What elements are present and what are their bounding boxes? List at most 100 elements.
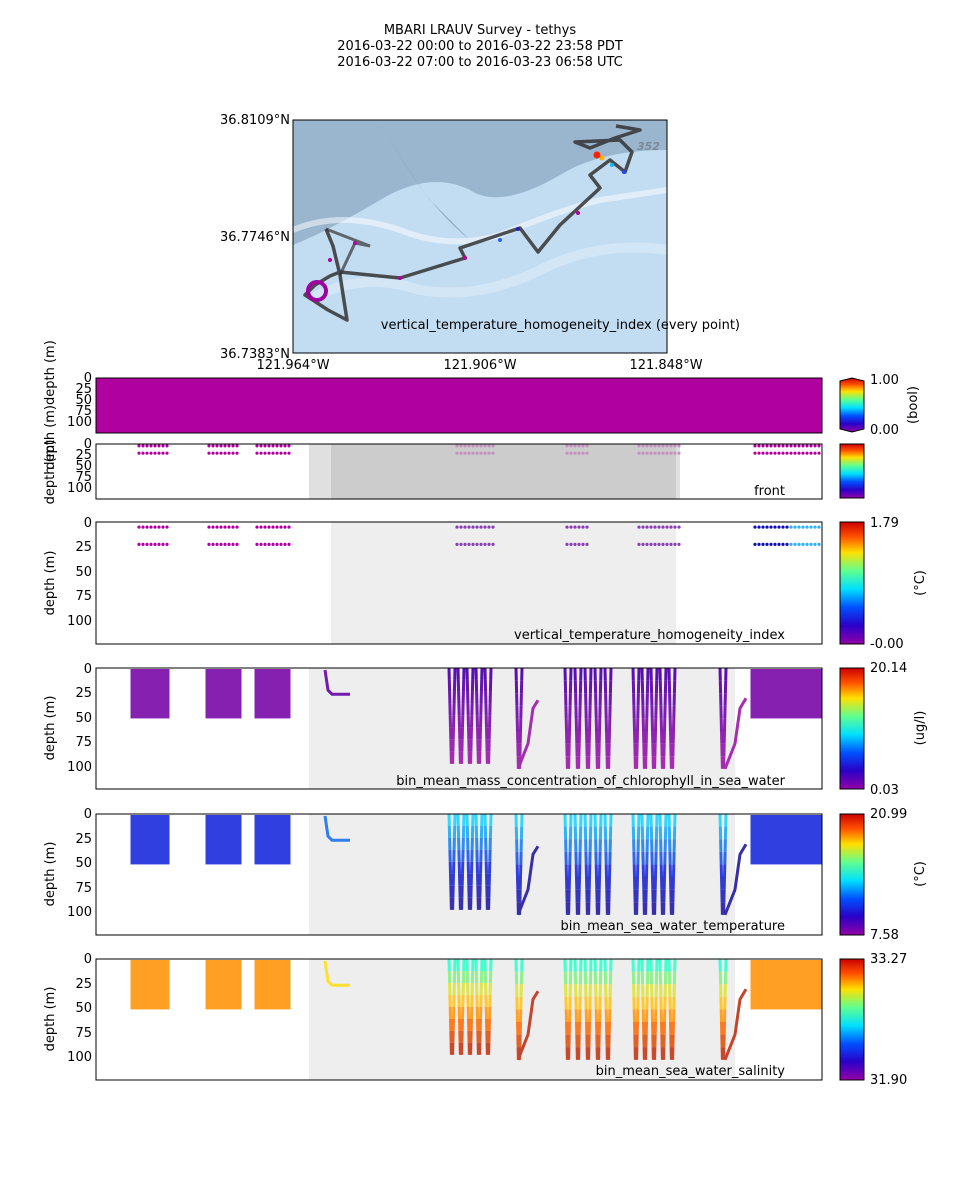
panel-chlorophyll: bin_mean_mass_concentration_of_chlorophy…: [43, 661, 928, 798]
depth-point: [569, 542, 573, 546]
panel4-ylabel: depth (m): [43, 696, 58, 761]
map-point: [463, 256, 467, 260]
depth-point: [255, 525, 259, 529]
depth-point: [565, 444, 569, 448]
panel5-colorbar-min: 7.58: [870, 928, 899, 943]
depth-point: [271, 451, 275, 455]
panel3-ylabel: depth (m): [43, 551, 58, 616]
depth-point: [235, 525, 239, 529]
panel4-ytick: 0: [84, 662, 92, 677]
depth-point: [765, 444, 769, 448]
panel1-colorbar-units: (bool): [906, 386, 921, 424]
panel6-colorbar: 33.27 31.90: [839, 952, 907, 1088]
depth-point: [565, 542, 569, 546]
depth-point: [219, 444, 223, 448]
panel1-ytick: 25: [75, 382, 92, 397]
depth-point: [753, 451, 757, 455]
panel6-ylabel: depth (m): [43, 987, 58, 1052]
depth-point: [153, 525, 157, 529]
depth-point: [801, 444, 805, 448]
depth-point: [581, 525, 585, 529]
panel5-ytick: 0: [84, 807, 92, 822]
depth-point: [287, 525, 291, 529]
depth-point: [137, 525, 141, 529]
depth-point: [661, 525, 665, 529]
depth-point: [279, 525, 283, 529]
panel6-colorbar-bar: [839, 958, 865, 1081]
depth-point: [781, 444, 785, 448]
depth-point: [255, 542, 259, 546]
depth-point: [259, 525, 263, 529]
depth-point: [491, 451, 495, 455]
panel2-ytick: 75: [75, 470, 92, 485]
depth-point: [645, 444, 649, 448]
panel5-colorbar-max: 20.99: [870, 807, 907, 822]
depth-point: [813, 444, 817, 448]
depth-point: [649, 444, 653, 448]
depth-point: [475, 542, 479, 546]
profile-segment: [723, 843, 748, 916]
depth-point: [231, 525, 235, 529]
depth-point: [653, 451, 657, 455]
map-point: [398, 276, 402, 280]
depth-point: [141, 444, 145, 448]
depth-point: [569, 444, 573, 448]
depth-point: [645, 525, 649, 529]
depth-point: [761, 444, 765, 448]
depth-point: [471, 542, 475, 546]
depth-point: [275, 542, 279, 546]
depth-point: [773, 444, 777, 448]
depth-point: [665, 444, 669, 448]
depth-point: [637, 451, 641, 455]
depth-point: [677, 451, 681, 455]
panel5-profiles: [130, 813, 823, 916]
depth-point: [661, 444, 665, 448]
depth-point: [227, 451, 231, 455]
depth-point: [777, 451, 781, 455]
panel3-colorbar-min: -0.00: [870, 637, 904, 652]
depth-point: [471, 451, 475, 455]
panel2-frame: [95, 443, 823, 500]
depth-point: [785, 444, 789, 448]
depth-point: [479, 525, 483, 529]
map-loop-marker: [306, 280, 328, 302]
depth-point: [263, 444, 267, 448]
depth-point: [275, 451, 279, 455]
depth-point: [463, 542, 467, 546]
depth-point: [809, 444, 813, 448]
panel5-colorbar: 20.99 7.58 (°C): [839, 807, 928, 943]
depth-point: [475, 451, 479, 455]
depth-point: [661, 451, 665, 455]
depth-point: [141, 542, 145, 546]
depth-point: [211, 525, 215, 529]
depth-point: [455, 542, 459, 546]
depth-point: [491, 444, 495, 448]
depth-point: [801, 525, 805, 529]
depth-point: [467, 525, 471, 529]
depth-point: [585, 451, 589, 455]
depth-point: [641, 444, 645, 448]
map-point: [498, 238, 502, 242]
depth-point: [797, 542, 801, 546]
depth-point: [219, 525, 223, 529]
depth-point: [809, 451, 813, 455]
panel3-ytick: 25: [75, 540, 92, 555]
panel6-profiles: [130, 958, 823, 1061]
depth-point: [773, 542, 777, 546]
panel1-ylabel: depth (m)depth (m): [43, 340, 58, 470]
depth-point: [765, 451, 769, 455]
profile-segment: [323, 960, 350, 987]
depth-point: [283, 542, 287, 546]
depth-point: [789, 444, 793, 448]
depth-point: [781, 525, 785, 529]
depth-point: [211, 451, 215, 455]
depth-point: [781, 451, 785, 455]
depth-point: [227, 525, 231, 529]
depth-point: [235, 542, 239, 546]
depth-point: [813, 542, 817, 546]
depth-point: [577, 525, 581, 529]
map-ridge: [293, 187, 667, 245]
panel3-shade: [331, 522, 676, 644]
depth-point: [645, 542, 649, 546]
depth-point: [487, 525, 491, 529]
